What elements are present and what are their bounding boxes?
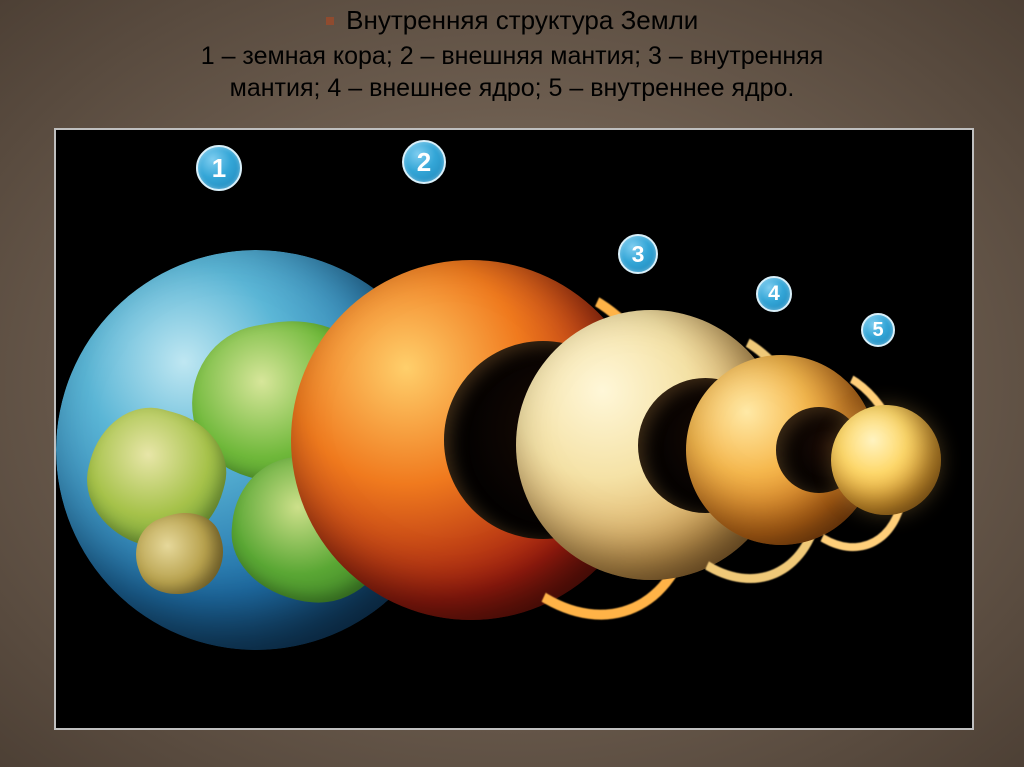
bullet-icon [326,17,334,25]
marker-5: 5 [861,313,895,347]
earth-structure-figure: 1 2 3 4 5 [54,128,974,730]
slide-title: Внутренняя структура Земли [346,6,698,36]
layer-inner-core [831,405,941,515]
legend: 1 – земная кора; 2 – внешняя мантия; 3 –… [60,40,964,104]
title-row: Внутренняя структура Земли [60,6,964,36]
marker-4: 4 [756,276,792,312]
legend-line-1: 1 – земная кора; 2 – внешняя мантия; 3 –… [60,40,964,72]
marker-1: 1 [196,145,242,191]
marker-2: 2 [402,140,446,184]
slide: Внутренняя структура Земли 1 – земная ко… [0,0,1024,767]
legend-line-2: мантия; 4 – внешнее ядро; 5 – внутреннее… [60,72,964,104]
title-block: Внутренняя структура Земли 1 – земная ко… [0,6,1024,104]
marker-3: 3 [618,234,658,274]
